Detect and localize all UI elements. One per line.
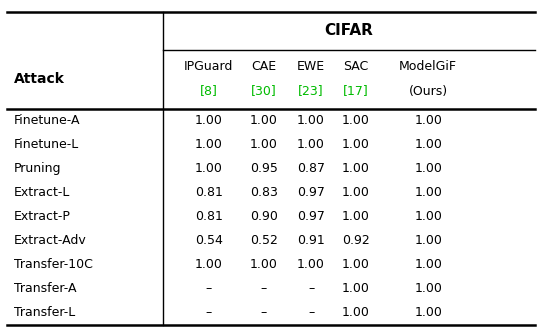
Text: 1.00: 1.00 (414, 162, 442, 175)
Text: 0.92: 0.92 (342, 234, 370, 247)
Text: 1.00: 1.00 (195, 138, 223, 151)
Text: –: – (205, 282, 212, 295)
Text: 1.00: 1.00 (342, 186, 370, 199)
Text: 1.00: 1.00 (414, 258, 442, 271)
Text: 0.81: 0.81 (195, 186, 223, 199)
Text: Attack: Attack (14, 72, 64, 86)
Text: 1.00: 1.00 (195, 162, 223, 175)
Text: Extract-L: Extract-L (14, 186, 70, 199)
Text: CIFAR: CIFAR (325, 23, 373, 38)
Text: Finetune-A: Finetune-A (14, 114, 80, 127)
Text: 1.00: 1.00 (297, 258, 325, 271)
Text: 1.00: 1.00 (342, 162, 370, 175)
Text: 0.87: 0.87 (297, 162, 325, 175)
Text: 1.00: 1.00 (414, 138, 442, 151)
Text: [17]: [17] (343, 85, 369, 98)
Text: 0.97: 0.97 (297, 210, 325, 223)
Text: 1.00: 1.00 (414, 186, 442, 199)
Text: –: – (308, 306, 314, 319)
Text: Extract-Adv: Extract-Adv (14, 234, 86, 247)
Text: 1.00: 1.00 (195, 258, 223, 271)
Text: 1.00: 1.00 (414, 114, 442, 127)
Text: 0.83: 0.83 (250, 186, 278, 199)
Text: Pruning: Pruning (14, 162, 61, 175)
Text: Transfer-L: Transfer-L (14, 306, 75, 319)
Text: 1.00: 1.00 (342, 138, 370, 151)
Text: 1.00: 1.00 (414, 306, 442, 319)
Text: –: – (261, 282, 267, 295)
Text: CAE: CAE (251, 60, 276, 73)
Text: [8]: [8] (200, 85, 217, 98)
Text: IPGuard: IPGuard (184, 60, 234, 73)
Text: 1.00: 1.00 (250, 258, 278, 271)
Text: 0.81: 0.81 (195, 210, 223, 223)
Text: 1.00: 1.00 (342, 258, 370, 271)
Text: 0.52: 0.52 (250, 234, 278, 247)
Text: 1.00: 1.00 (414, 234, 442, 247)
Text: 0.90: 0.90 (250, 210, 278, 223)
Text: 1.00: 1.00 (414, 210, 442, 223)
Text: 1.00: 1.00 (414, 282, 442, 295)
Text: 1.00: 1.00 (250, 114, 278, 127)
Text: [23]: [23] (298, 85, 324, 98)
Text: Transfer-10C: Transfer-10C (14, 258, 93, 271)
Text: 1.00: 1.00 (297, 114, 325, 127)
Text: [30]: [30] (251, 85, 277, 98)
Text: 1.00: 1.00 (342, 282, 370, 295)
Text: (Ours): (Ours) (409, 85, 448, 98)
Text: 1.00: 1.00 (342, 210, 370, 223)
Text: –: – (308, 282, 314, 295)
Text: ModelGiF: ModelGiF (399, 60, 457, 73)
Text: 0.91: 0.91 (297, 234, 325, 247)
Text: 0.97: 0.97 (297, 186, 325, 199)
Text: 1.00: 1.00 (342, 306, 370, 319)
Text: 0.54: 0.54 (195, 234, 223, 247)
Text: –: – (261, 306, 267, 319)
Text: SAC: SAC (344, 60, 369, 73)
Text: –: – (205, 306, 212, 319)
Text: Finetune-L: Finetune-L (14, 138, 79, 151)
Text: Transfer-A: Transfer-A (14, 282, 76, 295)
Text: 1.00: 1.00 (250, 138, 278, 151)
Text: 0.95: 0.95 (250, 162, 278, 175)
Text: 1.00: 1.00 (195, 114, 223, 127)
Text: EWE: EWE (297, 60, 325, 73)
Text: Extract-P: Extract-P (14, 210, 70, 223)
Text: 1.00: 1.00 (342, 114, 370, 127)
Text: 1.00: 1.00 (297, 138, 325, 151)
